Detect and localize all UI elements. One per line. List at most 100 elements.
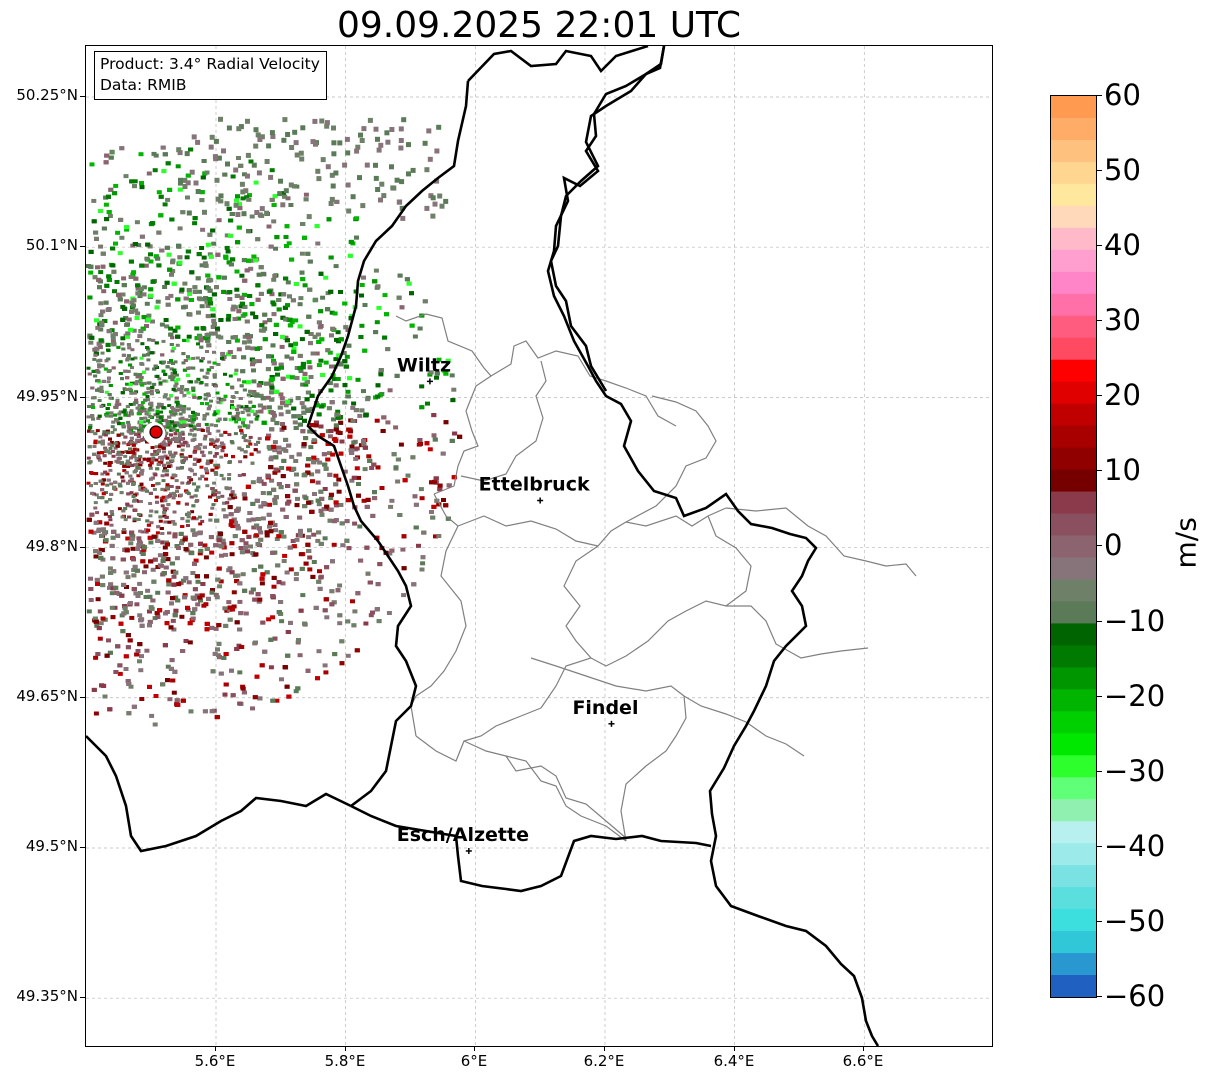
colorbar-swatch [1051,601,1096,625]
colorbar-swatch [1051,469,1096,493]
colorbar-swatch [1051,535,1096,559]
colorbar-tick [1096,170,1102,172]
lat-label-49-5: 49.5°N [25,837,78,855]
lon-label-6-4: 6.4°E [713,1052,755,1070]
product-info-box: Product: 3.4° Radial Velocity Data: RMIB [94,51,327,100]
colorbar-swatch [1051,96,1096,119]
colorbar-swatch [1051,909,1096,932]
colorbar-swatch [1051,183,1096,207]
lat-label-50-25: 50.25°N [16,86,78,104]
lat-label-49-8: 49.8°N [25,537,78,555]
colorbar-swatch [1051,381,1096,405]
chart-title: 09.09.2025 22:01 UTC [336,5,742,46]
city-ettelbruck[interactable]: Ettelbruck [479,474,590,504]
colorbar-tick-label: −10 [1104,603,1166,638]
colorbar-swatch [1051,447,1096,471]
colorbar-tick [1096,470,1102,472]
colorbar-swatch [1051,689,1096,712]
colorbar-tick-label: −50 [1104,903,1166,938]
colorbar-swatch [1051,865,1096,888]
colorbar-swatch [1051,359,1096,383]
colorbar-tick-label: 10 [1104,453,1141,488]
colorbar-tick-label: 0 [1104,528,1123,563]
colorbar-tick-label: −60 [1104,978,1166,1013]
colorbar-swatch [1051,403,1096,427]
lat-label-49-35: 49.35°N [16,987,78,1005]
country-borders [86,46,880,1046]
colorbar-tick [1096,95,1102,96]
colorbar-tick-label: 50 [1104,153,1141,188]
colorbar-swatch [1051,117,1096,141]
map-canvas[interactable]: Wiltz Ettelbruck Findel Esch/Alzette [86,46,992,1046]
city-label: Wiltz [397,354,451,376]
colorbar-swatch [1051,821,1096,844]
colorbar-tick [1096,545,1102,547]
canton-boundaries [395,313,917,842]
colorbar-swatch [1051,755,1096,778]
colorbar-swatch [1051,293,1096,317]
colorbar-swatch [1051,843,1096,866]
city-esch-alzette[interactable]: Esch/Alzette [397,824,529,854]
colorbar-swatch [1051,799,1096,822]
lat-label-50-1: 50.1°N [25,236,78,254]
colorbar [1050,95,1097,998]
data-source-label: Data: RMIB [100,76,187,94]
colorbar-swatch [1051,227,1096,251]
lon-label-5-8: 5.8°E [324,1052,366,1070]
colorbar-tick-label: 30 [1104,303,1141,338]
colorbar-tick [1096,995,1102,997]
colorbar-swatch [1051,513,1096,537]
colorbar-swatch [1051,733,1096,756]
colorbar-swatch [1051,887,1096,910]
city-wiltz[interactable]: Wiltz [397,354,451,385]
colorbar-swatch [1051,315,1096,339]
colorbar-tick [1096,695,1102,697]
colorbar-swatch [1051,205,1096,229]
colorbar-swatch [1051,337,1096,361]
city-label: Ettelbruck [479,474,590,496]
colorbar-tick-label: −40 [1104,828,1166,863]
colorbar-swatch [1051,645,1096,668]
colorbar-swatch [1051,777,1096,800]
colorbar-swatch [1051,953,1096,976]
lat-label-49-95: 49.95°N [16,387,78,405]
lon-label-6-2: 6.2°E [583,1052,625,1070]
colorbar-tick [1096,770,1102,772]
city-label: Esch/Alzette [397,824,529,846]
colorbar-swatch [1051,557,1096,581]
colorbar-swatch [1051,931,1096,954]
radar-site-marker[interactable] [149,425,163,439]
colorbar-swatch [1051,425,1096,449]
city-markers: Wiltz Ettelbruck Findel Esch/Alzette [397,354,638,854]
product-label: Product: 3.4° Radial Velocity [100,55,320,73]
colorbar-swatch [1051,667,1096,690]
colorbar-unit-label: m/s [1169,517,1203,569]
colorbar-swatches [1051,96,1096,998]
colorbar-swatch [1051,491,1096,515]
colorbar-swatch [1051,139,1096,163]
colorbar-tick [1096,245,1102,247]
colorbar-swatch [1051,975,1096,998]
colorbar-swatch [1051,623,1096,646]
colorbar-tick-label: 40 [1104,228,1141,263]
lon-label-6: 6°E [460,1052,488,1070]
colorbar-tick [1096,920,1102,922]
lat-label-49-65: 49.65°N [16,687,78,705]
colorbar-tick [1096,395,1102,397]
city-findel[interactable]: Findel [572,697,638,727]
colorbar-swatch [1051,249,1096,273]
colorbar-swatch [1051,271,1096,295]
lon-label-6-6: 6.6°E [842,1052,884,1070]
colorbar-tick [1096,845,1102,847]
radar-velocity-echoes [86,116,463,727]
colorbar-tick [1096,620,1102,622]
colorbar-tick-label: −20 [1104,678,1166,713]
colorbar-swatch [1051,711,1096,734]
colorbar-tick-label: −30 [1104,753,1166,788]
lon-label-5-6: 5.6°E [194,1052,236,1070]
map-area[interactable]: Wiltz Ettelbruck Findel Esch/Alzette [85,45,993,1047]
colorbar-swatch [1051,161,1096,185]
city-label: Findel [572,697,638,719]
colorbar-swatch [1051,579,1096,603]
colorbar-tick-label: 60 [1104,78,1141,112]
